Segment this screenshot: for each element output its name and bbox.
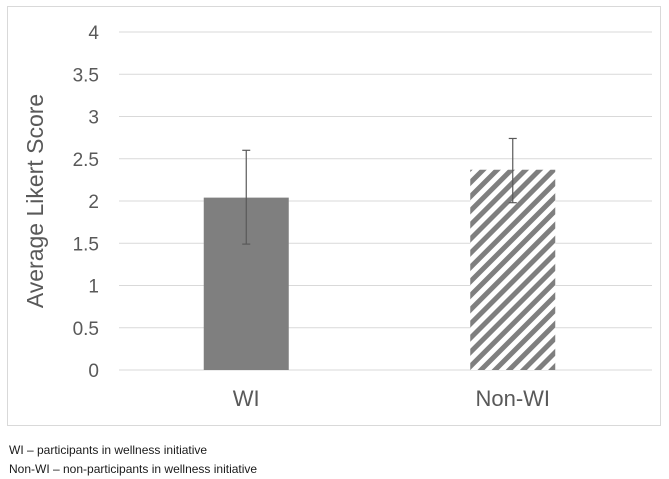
x-axis-labels: WI Non-WI — [233, 386, 550, 411]
y-tick-label: 1 — [88, 277, 99, 298]
y-tick-label: 1.5 — [73, 234, 99, 255]
y-tick-label: 0 — [88, 361, 99, 382]
error-bar-wi — [242, 149, 251, 245]
error-bars — [242, 137, 517, 245]
y-axis-title: Average Likert Score — [22, 94, 48, 308]
y-axis-ticks: 0 0.5 1 1.5 2 2.5 3 3.5 4 — [73, 23, 100, 382]
bars — [203, 169, 556, 370]
chart-footnotes: WI – participants in wellness initiative… — [9, 441, 257, 479]
footnote-wi: WI – participants in wellness initiative — [9, 443, 208, 457]
y-tick-label: 3 — [88, 108, 99, 129]
chart-border — [7, 6, 661, 426]
x-category-label: Non-WI — [475, 386, 550, 411]
y-tick-label: 4 — [88, 23, 99, 44]
footnote-non-wi: Non-WI – non-participants in wellness in… — [9, 462, 258, 476]
chart-frame: 0 0.5 1 1.5 2 2.5 3 3.5 4 WI Non-WI Average Liker… — [7, 6, 661, 426]
y-tick-label: 0.5 — [73, 319, 99, 340]
y-tick-label: 2 — [88, 192, 99, 213]
bar-chart: 0 0.5 1 1.5 2 2.5 3 3.5 4 WI Non-WI Average Liker… — [7, 6, 661, 426]
y-tick-label: 3.5 — [73, 65, 99, 86]
error-bar-non-wi — [508, 137, 517, 204]
y-tick-label: 2.5 — [73, 150, 99, 171]
x-category-label: WI — [233, 386, 260, 411]
